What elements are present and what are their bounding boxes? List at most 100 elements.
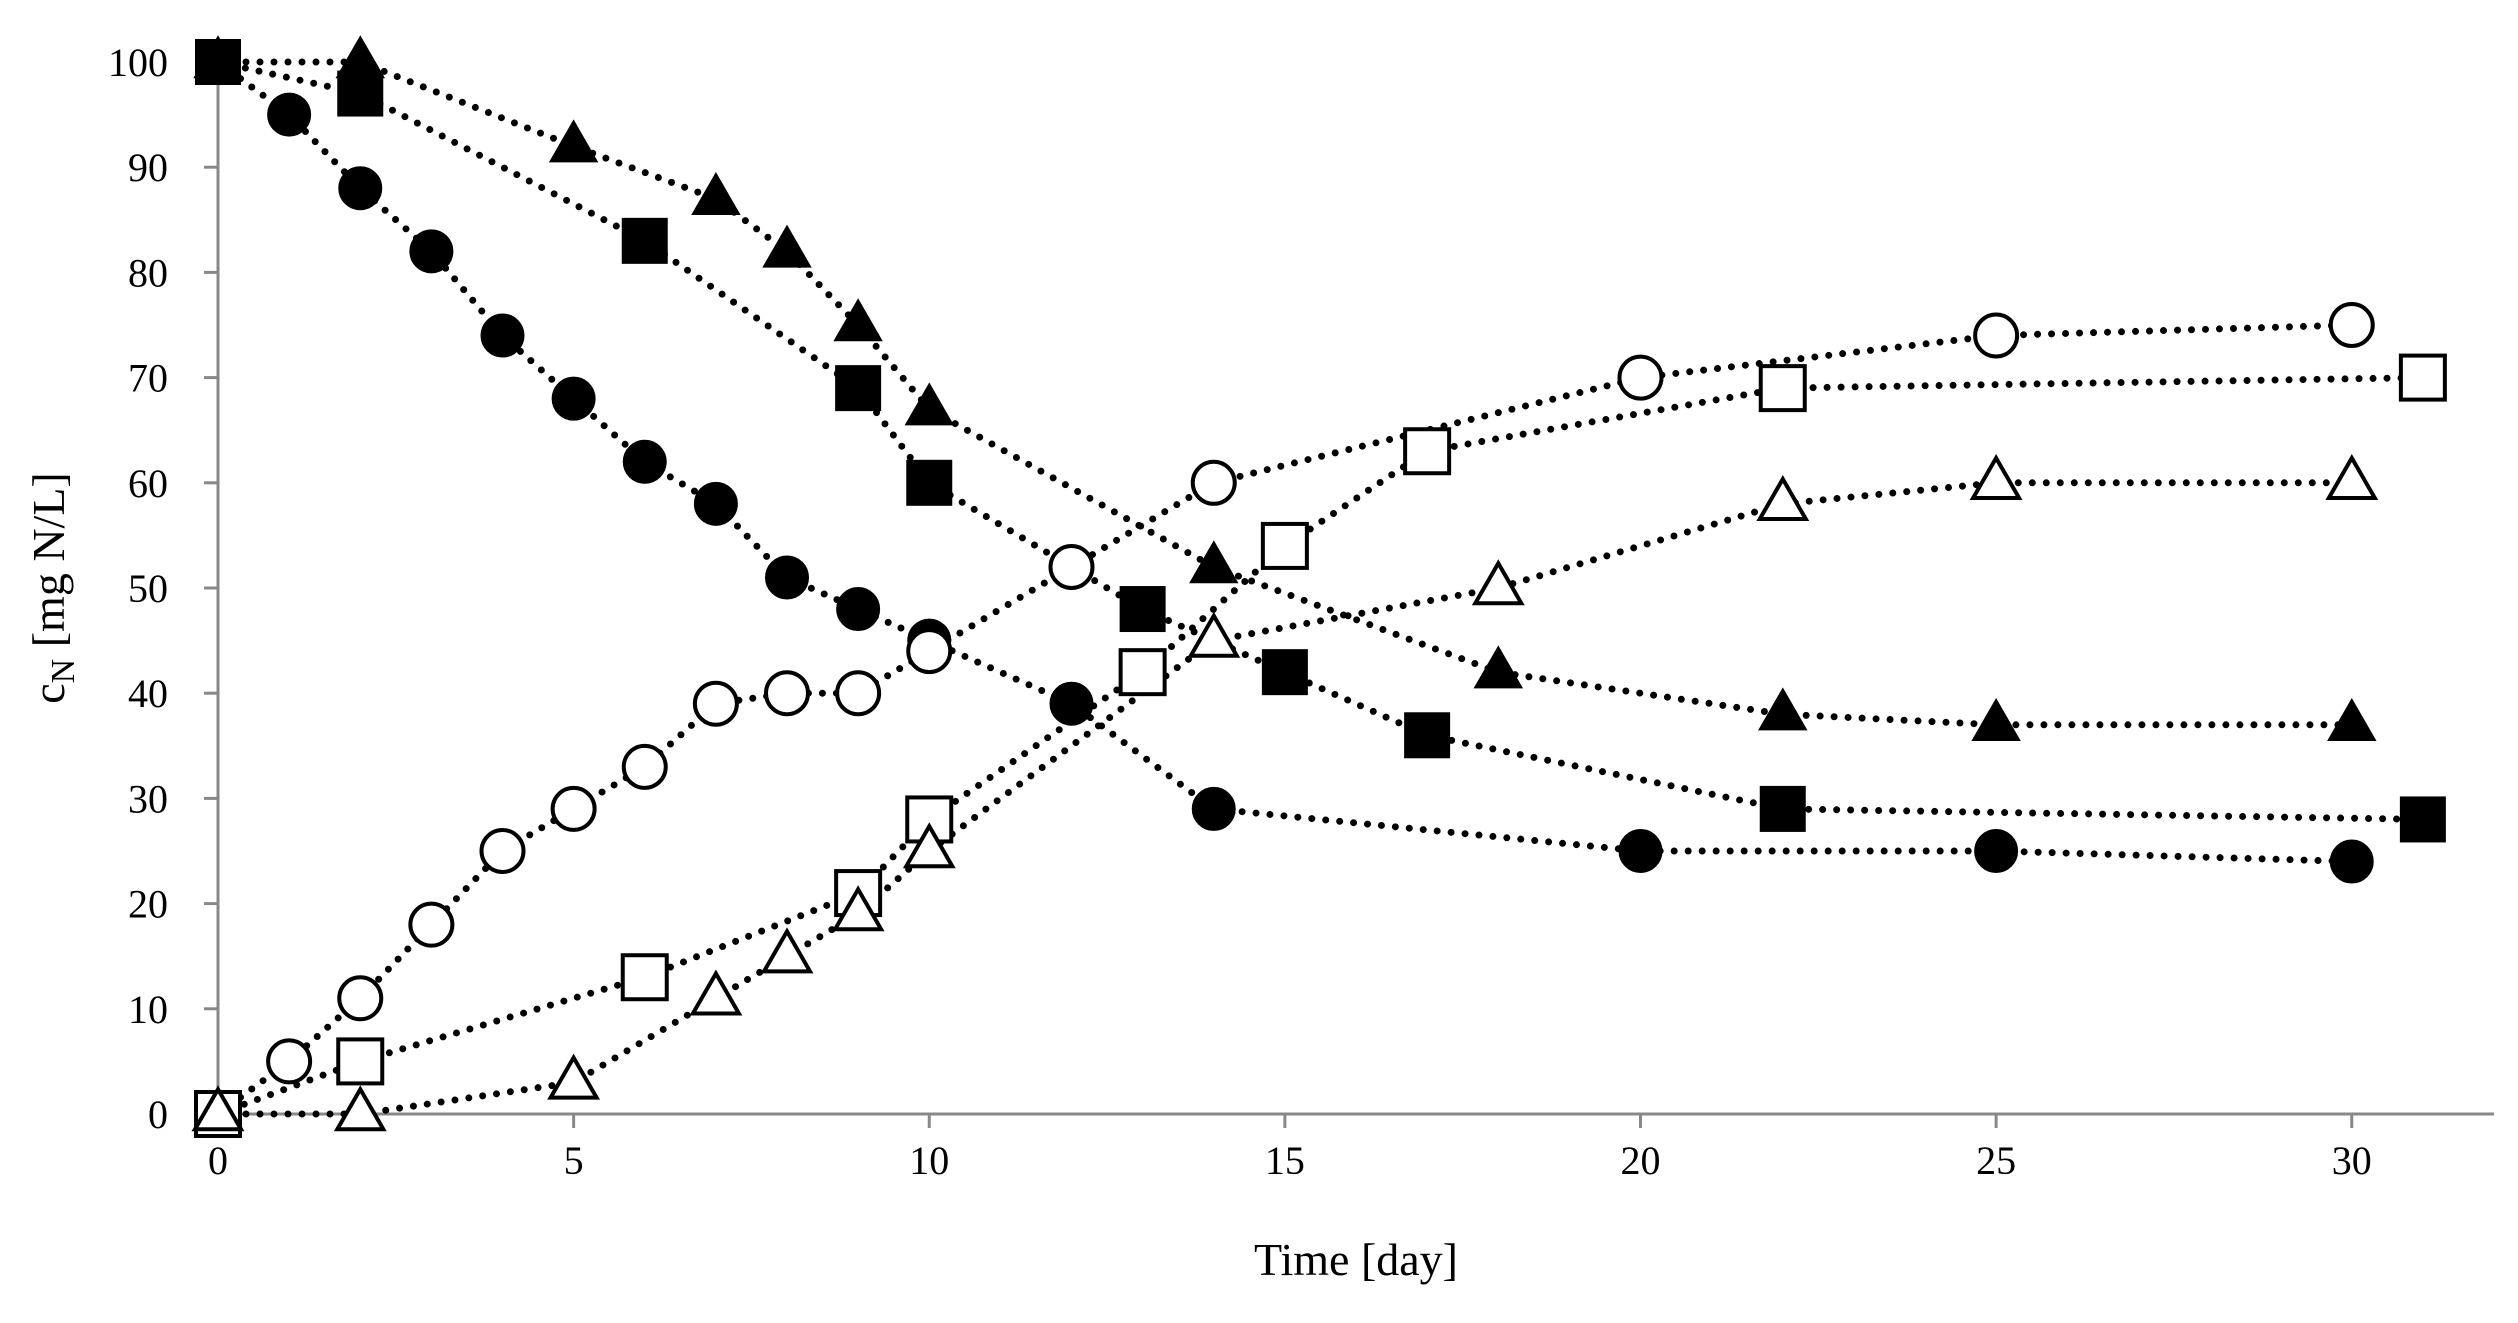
series-filled-triangle: [193, 35, 2377, 741]
x-tick-label-15: 15: [1265, 1138, 1305, 1183]
point-open-circle-15: [2328, 302, 2375, 348]
point-open-circle-8: [764, 670, 810, 717]
point-filled-triangle-8: [1473, 645, 1524, 689]
point-open-square-6: [1260, 521, 1309, 570]
point-open-circle-4: [479, 828, 526, 874]
series-line-filled-circle: [214, 58, 2356, 865]
y-tick-label-60: 60: [128, 461, 168, 506]
point-filled-circle-8: [765, 555, 809, 600]
point-open-triangle-3: [689, 969, 743, 1016]
point-filled-circle-14: [1974, 829, 2019, 873]
point-open-square-8: [1758, 364, 1807, 413]
y-tick-label-20: 20: [128, 882, 168, 927]
point-open-circle-1: [266, 1038, 313, 1085]
axes: [216, 62, 2494, 1116]
point-open-triangle-0: [191, 1085, 245, 1132]
point-filled-circle-15: [2329, 839, 2374, 884]
point-open-triangle-1: [333, 1085, 387, 1132]
point-filled-square-2: [621, 217, 668, 264]
x-tick-label-5: 5: [564, 1138, 584, 1183]
point-filled-square-5: [1119, 586, 1166, 633]
point-open-circle-5: [550, 785, 597, 832]
point-open-circle-12: [1190, 459, 1237, 506]
point-filled-square-7: [1404, 712, 1451, 759]
point-filled-square-4: [906, 459, 953, 506]
point-filled-circle-11: [1049, 681, 1094, 726]
point-filled-circle-3: [409, 229, 454, 274]
point-filled-circle-13: [1618, 829, 1663, 873]
point-open-circle-2: [337, 975, 384, 1022]
point-open-square-5: [1118, 648, 1167, 697]
point-filled-triangle-11: [2327, 697, 2377, 741]
series-open-square: [194, 353, 2447, 1138]
y-axis-title-main: c: [23, 683, 74, 703]
point-open-triangle-6: [902, 822, 956, 869]
point-filled-circle-4: [480, 313, 525, 358]
series-open-triangle: [191, 453, 2379, 1132]
x-tick-label-0: 0: [208, 1138, 228, 1183]
y-tick-label-0: 0: [148, 1092, 168, 1137]
y-tick-label-80: 80: [128, 250, 168, 295]
y-tick-label-40: 40: [128, 671, 168, 716]
y-tick-label-50: 50: [128, 566, 168, 611]
series-line-open-square: [214, 374, 2427, 1118]
point-open-square-9: [2398, 353, 2447, 402]
point-filled-triangle-5: [833, 298, 883, 342]
point-filled-circle-1: [267, 92, 312, 137]
y-axis-title-rest: [mg N/L]: [23, 472, 74, 659]
y-tick-label-10: 10: [128, 987, 168, 1032]
point-open-circle-10: [906, 628, 953, 675]
series-line-open-circle: [214, 321, 2356, 1118]
y-axis-title: cN [mg N/L]: [23, 472, 82, 704]
x-axis-title: Time [day]: [1254, 1234, 1458, 1285]
point-filled-circle-5: [551, 376, 596, 421]
point-filled-square-1: [337, 70, 384, 117]
x-tick-label-30: 30: [2332, 1138, 2372, 1183]
point-filled-circle-9: [836, 587, 881, 632]
point-open-triangle-10: [1969, 453, 2023, 500]
x-tick-label-20: 20: [1621, 1138, 1661, 1183]
point-filled-circle-7: [693, 481, 738, 526]
series-line-filled-square: [214, 58, 2427, 823]
point-filled-square-3: [835, 365, 882, 412]
point-filled-triangle-7: [1189, 540, 1239, 584]
point-open-triangle-11: [2325, 453, 2379, 500]
point-filled-circle-2: [338, 166, 383, 211]
y-tick-label-100: 100: [108, 40, 168, 85]
point-filled-triangle-2: [548, 119, 599, 163]
point-filled-square-6: [1261, 649, 1308, 696]
y-tick-label-70: 70: [128, 356, 168, 401]
point-open-triangle-7: [1187, 611, 1241, 658]
point-filled-triangle-10: [1971, 697, 2021, 741]
point-filled-triangle-3: [691, 171, 741, 215]
point-filled-triangle-1: [335, 35, 386, 79]
point-filled-square-9: [2399, 796, 2446, 843]
point-filled-circle-6: [622, 439, 667, 484]
x-tick-label-25: 25: [1976, 1138, 2016, 1183]
point-filled-square-8: [1759, 785, 1806, 832]
point-open-square-7: [1403, 427, 1452, 476]
series-open-circle: [195, 302, 2375, 1137]
series-line-filled-triangle: [214, 58, 2356, 729]
y-tick-label-30: 30: [128, 776, 168, 821]
point-open-triangle-8: [1471, 559, 1525, 606]
y-tick-label-90: 90: [128, 145, 168, 190]
point-open-triangle-9: [1756, 474, 1810, 521]
point-open-circle-13: [1617, 354, 1664, 401]
point-filled-triangle-0: [193, 35, 243, 79]
point-open-circle-3: [408, 901, 455, 948]
ticks: 0 5 10 15 20 25 30 0 10 20 30 40 50 60 70 80 90 100: [108, 40, 2372, 1183]
y-axis-title-subscript: N: [45, 659, 82, 684]
point-filled-circle-12: [1191, 786, 1236, 831]
point-filled-triangle-4: [762, 224, 812, 268]
point-open-circle-7: [692, 680, 739, 727]
point-open-circle-11: [1048, 543, 1095, 590]
point-filled-triangle-9: [1758, 687, 1808, 731]
point-open-circle-9: [835, 670, 882, 717]
x-tick-label-10: 10: [909, 1138, 949, 1183]
series-line-open-triangle: [214, 479, 2356, 1118]
point-open-square-2: [620, 953, 669, 1002]
series-filled-circle: [196, 40, 2374, 884]
point-filled-triangle-6: [904, 382, 955, 426]
